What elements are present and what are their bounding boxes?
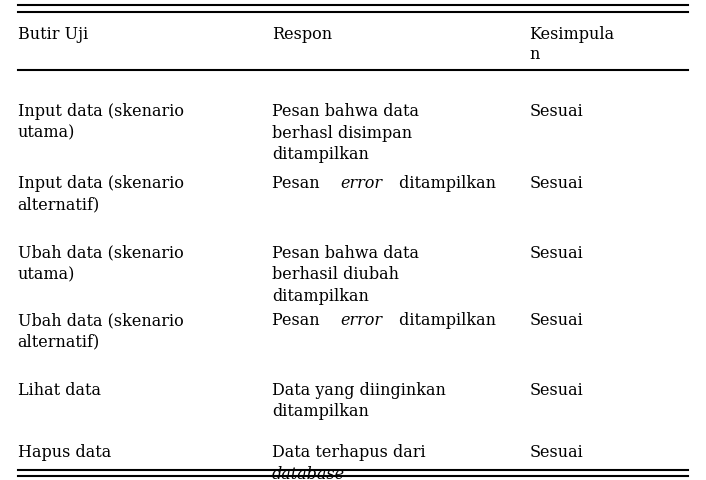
Text: Sesuai: Sesuai — [530, 245, 583, 262]
Text: Sesuai: Sesuai — [530, 312, 583, 329]
Text: Ubah data (skenario
alternatif): Ubah data (skenario alternatif) — [18, 312, 184, 350]
Text: Sesuai: Sesuai — [530, 382, 583, 398]
Text: Input data (skenario
alternatif): Input data (skenario alternatif) — [18, 175, 184, 214]
Text: Respon: Respon — [272, 26, 332, 43]
Text: database: database — [272, 467, 345, 480]
Text: Lihat data: Lihat data — [18, 382, 101, 398]
Text: Ubah data (skenario
utama): Ubah data (skenario utama) — [18, 245, 184, 283]
Text: Sesuai: Sesuai — [530, 103, 583, 120]
Text: Sesuai: Sesuai — [530, 175, 583, 192]
Text: Sesuai: Sesuai — [530, 444, 583, 461]
Text: error: error — [340, 312, 382, 329]
Text: Butir Uji: Butir Uji — [18, 26, 88, 43]
Text: ditampilkan: ditampilkan — [394, 312, 496, 329]
Text: ditampilkan: ditampilkan — [394, 175, 496, 192]
Text: Data yang diinginkan
ditampilkan: Data yang diinginkan ditampilkan — [272, 382, 445, 420]
Text: Pesan: Pesan — [272, 312, 325, 329]
Text: Data terhapus dari: Data terhapus dari — [272, 444, 426, 461]
Text: Pesan bahwa data
berhasil diubah
ditampilkan: Pesan bahwa data berhasil diubah ditampi… — [272, 245, 419, 305]
Text: Hapus data: Hapus data — [18, 444, 111, 461]
Text: Pesan bahwa data
berhasl disimpan
ditampilkan: Pesan bahwa data berhasl disimpan ditamp… — [272, 103, 419, 163]
Text: Input data (skenario
utama): Input data (skenario utama) — [18, 103, 184, 142]
Text: error: error — [340, 175, 382, 192]
Text: Pesan: Pesan — [272, 175, 325, 192]
Text: Kesimpula
n: Kesimpula n — [530, 26, 615, 63]
